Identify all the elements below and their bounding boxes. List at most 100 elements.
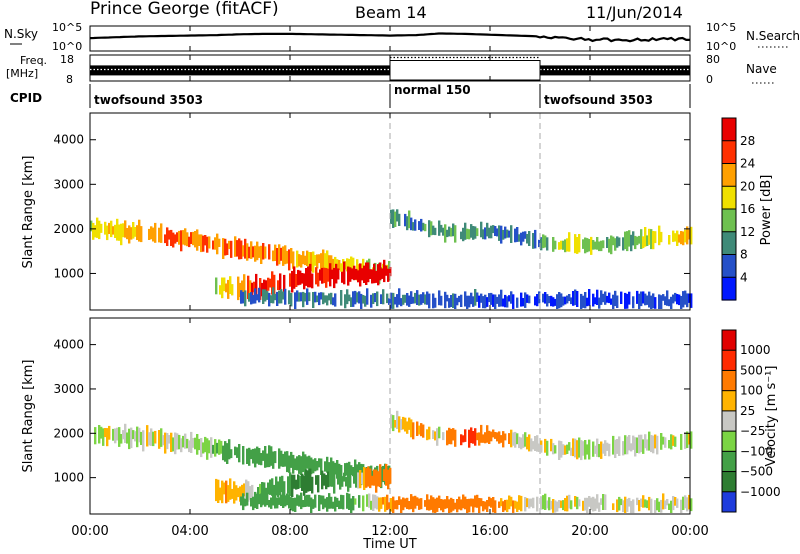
- echo-cell: [318, 458, 321, 468]
- echo-cell: [670, 434, 673, 450]
- echo-cell: [295, 479, 298, 490]
- echo-cell: [228, 439, 231, 460]
- echo-cell: [252, 295, 255, 304]
- cpid-segment-label: twofsound 3503: [94, 93, 203, 107]
- echo-cell: [237, 487, 240, 498]
- echo-cell: [315, 475, 318, 485]
- echo-cell: [376, 496, 379, 510]
- echo-cell: [160, 223, 163, 243]
- echo-cell: [586, 238, 589, 253]
- echo-cell: [291, 474, 294, 497]
- echo-cell: [640, 229, 643, 249]
- echo-cell: [688, 229, 691, 240]
- echo-cell: [640, 291, 643, 307]
- echo-cell: [266, 291, 269, 300]
- echo-cell: [486, 297, 489, 307]
- echo-cell: [366, 288, 369, 305]
- nave-label: Nave: [746, 62, 777, 76]
- echo-cell: [352, 496, 355, 511]
- echo-cell: [652, 293, 655, 309]
- echo-cell: [516, 227, 519, 242]
- echo-cell: [526, 498, 529, 508]
- echo-cell: [272, 451, 275, 469]
- echo-cell: [348, 493, 351, 510]
- echo-cell: [676, 498, 679, 508]
- echo-cell: [454, 429, 457, 447]
- echo-cell: [680, 296, 683, 309]
- echo-cell: [560, 500, 563, 508]
- echo-cell: [434, 297, 437, 308]
- echo-cell: [524, 292, 527, 308]
- echo-cell: [484, 432, 487, 444]
- echo-cell: [514, 228, 517, 243]
- power-colorbar-tick-label: 28: [740, 134, 755, 148]
- echo-cell: [333, 267, 336, 289]
- echo-cell: [351, 268, 354, 280]
- echo-cell: [390, 209, 393, 224]
- echo-cell: [672, 496, 675, 511]
- echo-cell: [309, 263, 312, 288]
- echo-cell: [387, 469, 390, 490]
- echo-cell: [292, 454, 295, 474]
- echo-cell: [375, 469, 378, 493]
- echo-cell: [170, 229, 173, 246]
- echo-cell: [652, 435, 655, 454]
- echo-cell: [230, 449, 233, 459]
- echo-cell: [321, 267, 324, 284]
- echo-cell: [358, 495, 361, 508]
- echo-cell: [554, 500, 557, 513]
- velocity-colorbar-swatch: [722, 491, 736, 513]
- echo-cell: [512, 500, 515, 513]
- power-colorbar-tick-label: 20: [740, 179, 755, 193]
- echo-cell: [382, 497, 385, 505]
- echo-cell: [324, 295, 327, 303]
- echo-cell: [420, 218, 423, 232]
- echo-cell: [554, 298, 557, 306]
- echo-cell: [540, 238, 543, 251]
- echo-cell: [594, 297, 597, 305]
- echo-cell: [108, 425, 111, 440]
- echo-cell: [464, 222, 467, 240]
- echo-cell: [366, 494, 369, 507]
- velocity-colorbar-tick-label: 25: [740, 404, 755, 418]
- velocity-y-tick-label: 3000: [53, 382, 84, 396]
- echo-cell: [299, 475, 302, 488]
- echo-cell: [544, 235, 547, 248]
- echo-cell: [432, 225, 435, 235]
- echo-cell: [194, 437, 197, 450]
- echo-cell: [154, 430, 157, 444]
- echo-cell: [396, 500, 399, 510]
- echo-cell: [422, 292, 425, 304]
- echo-cell: [628, 497, 631, 507]
- figure-title: Prince George (fitACF): [90, 0, 279, 19]
- echo-cell: [128, 225, 131, 244]
- power-y-axis-label: Slant Range [km]: [21, 156, 36, 269]
- echo-cell: [307, 470, 310, 492]
- echo-cell: [392, 496, 395, 513]
- echo-cell: [542, 495, 545, 510]
- echo-cell: [116, 427, 119, 441]
- echo-cell: [298, 455, 301, 474]
- echo-cell: [548, 296, 551, 304]
- echo-cell: [116, 218, 119, 241]
- echo-cell: [346, 492, 349, 509]
- echo-cell: [604, 440, 607, 456]
- echo-cell: [262, 496, 265, 505]
- echo-cell: [442, 227, 445, 236]
- echo-cell: [162, 435, 165, 446]
- echo-cell: [446, 229, 449, 238]
- echo-cell: [684, 432, 687, 449]
- echo-cell: [564, 239, 567, 253]
- echo-cell: [558, 292, 561, 309]
- echo-cell: [676, 294, 679, 305]
- echo-cell: [556, 501, 559, 512]
- echo-cell: [572, 291, 575, 306]
- echo-cell: [674, 233, 677, 242]
- echo-cell: [582, 239, 585, 249]
- echo-cell: [486, 222, 489, 237]
- sky-noise-series: [89, 32, 690, 43]
- echo-cell: [250, 241, 253, 259]
- echo-cell: [630, 234, 633, 252]
- echo-cell: [636, 437, 639, 453]
- echo-cell: [325, 474, 328, 490]
